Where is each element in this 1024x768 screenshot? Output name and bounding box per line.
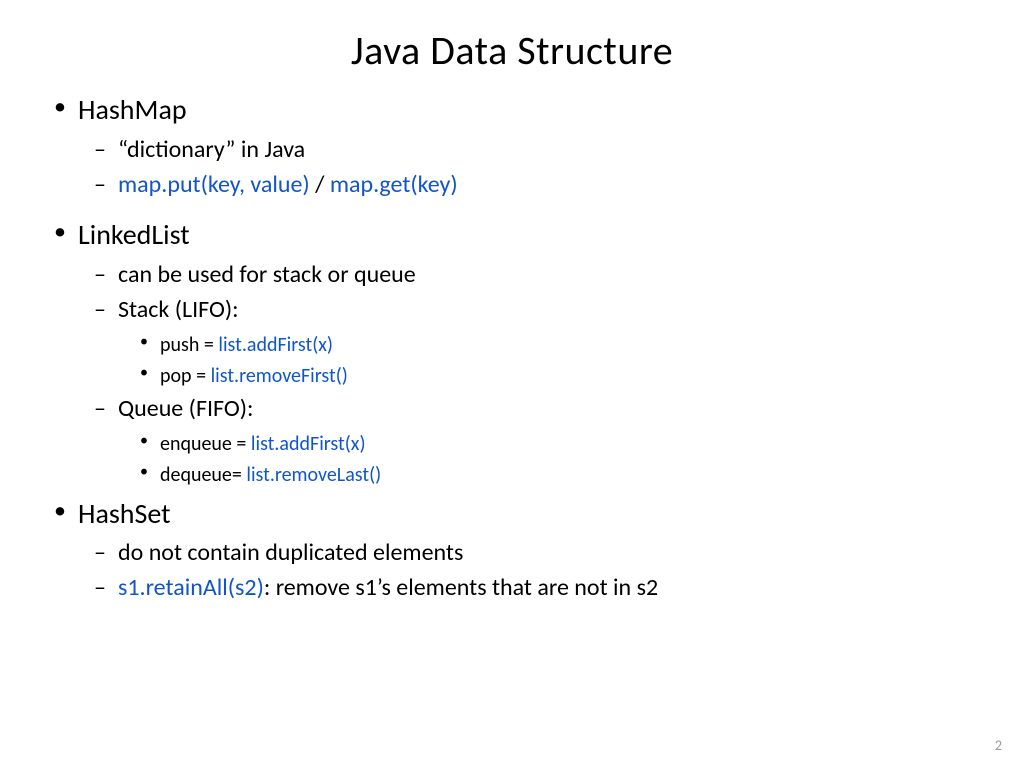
retain-rest: : remove s1’s elements that are not in s… [264,573,658,602]
linkedlist-use: can be used for stack or queue [78,258,974,293]
code-pop: list.removeFirst() [211,364,348,388]
bullet-linkedlist: LinkedList can be used for stack or queu… [50,216,974,490]
bullet-list: HashMap “dictionary” in Java map.put(key… [50,91,974,606]
stack-push: push = list.addFirst(x) [118,330,974,361]
hashset-retain: s1.retainAll(s2): remove s1’s elements t… [78,571,974,606]
code-push: list.addFirst(x) [218,333,333,357]
pop-prefix: pop = [160,364,211,388]
hashset-dup: do not contain duplicated elements [78,536,974,571]
push-prefix: push = [160,333,218,357]
slide-content: Java Data Structure HashMap “dictionary”… [0,0,1024,606]
code-map-get: map.get(key) [330,170,458,199]
bullet-hashset: HashSet do not contain duplicated elemen… [50,495,974,606]
linkedlist-label: LinkedList [78,217,190,252]
code-enqueue: list.addFirst(x) [251,432,366,456]
linkedlist-stack: Stack (LIFO): push = list.addFirst(x) po… [78,293,974,392]
queue-label: Queue (FIFO): [118,394,253,423]
bullet-hashmap: HashMap “dictionary” in Java map.put(key… [50,91,974,202]
separator: / [310,170,330,199]
dequeue-prefix: dequeue= [160,463,246,487]
linkedlist-queue: Queue (FIFO): enqueue = list.addFirst(x)… [78,392,974,491]
code-retainall: s1.retainAll(s2) [118,573,264,602]
hashmap-label: HashMap [78,92,187,127]
hashset-label: HashSet [78,496,171,531]
hashmap-methods: map.put(key, value) / map.get(key) [78,168,974,203]
enqueue-prefix: enqueue = [160,432,251,456]
hashmap-dict: “dictionary” in Java [78,133,974,168]
slide-title: Java Data Structure [50,26,974,75]
stack-label: Stack (LIFO): [118,295,239,324]
code-dequeue: list.removeLast() [246,463,381,487]
queue-enqueue: enqueue = list.addFirst(x) [118,429,974,460]
page-number: 2 [995,737,1002,754]
queue-dequeue: dequeue= list.removeLast() [118,460,974,491]
code-map-put: map.put(key, value) [118,170,310,199]
stack-pop: pop = list.removeFirst() [118,361,974,392]
